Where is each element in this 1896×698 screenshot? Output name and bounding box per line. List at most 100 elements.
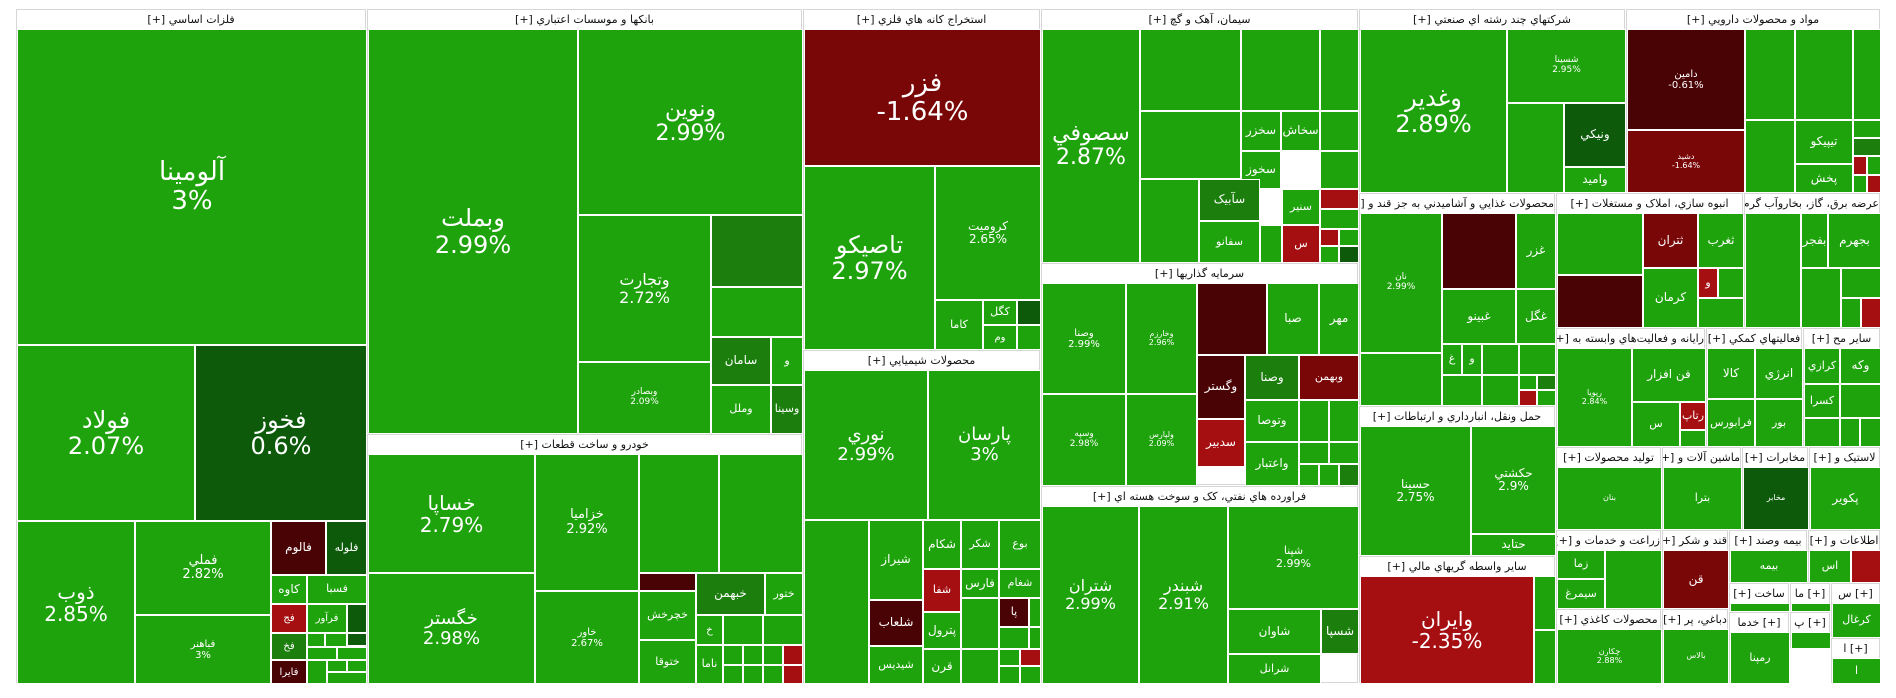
stock-tile[interactable]: شپنا 2.99% [1228,506,1359,609]
sector-header[interactable]: مخابرات [+] [1743,448,1807,467]
stock-tile[interactable]: واميد [1564,167,1626,193]
minor-stock-tile[interactable] [1557,213,1643,275]
stock-tile[interactable]: شکام [923,520,961,569]
sector-header[interactable]: توليد محصولات [+] [1557,448,1660,467]
minor-stock-tile[interactable] [1320,151,1359,189]
minor-stock-tile[interactable] [743,645,763,665]
minor-stock-tile[interactable] [1851,550,1881,583]
minor-stock-tile[interactable] [1801,268,1841,328]
minor-stock-tile[interactable] [1853,156,1867,175]
sector-header[interactable]: فلزات اساسي [+] [17,10,365,29]
minor-stock-tile[interactable] [347,604,367,633]
stock-tile[interactable]: کسرا [1804,384,1840,418]
minor-stock-tile[interactable] [1519,375,1537,390]
minor-stock-tile[interactable] [763,665,783,684]
stock-tile[interactable]: بيمه [1730,550,1808,583]
minor-stock-tile[interactable] [337,647,367,660]
sector-header[interactable]: [+] س [1832,584,1879,603]
stock-tile[interactable]: پ [1791,632,1831,649]
minor-stock-tile[interactable] [999,649,1020,666]
stock-tile[interactable]: فخ [271,633,307,660]
minor-stock-tile[interactable] [1029,598,1041,627]
stock-tile[interactable]: فالوم [271,521,326,575]
stock-tile[interactable]: شسينا 2.95% [1507,29,1626,103]
sector-header[interactable]: انبوه سازي، املاک و مستغلات [+] [1557,194,1742,213]
minor-stock-tile[interactable] [1320,246,1339,263]
minor-stock-tile[interactable] [1320,111,1359,151]
minor-stock-tile[interactable] [1320,189,1359,209]
stock-tile[interactable]: مخابر [1743,467,1809,530]
minor-stock-tile[interactable] [1840,418,1860,447]
stock-tile[interactable]: اس [1809,550,1851,583]
stock-tile[interactable]: خچرخش [639,591,696,640]
minor-stock-tile[interactable] [999,627,1029,649]
stock-tile[interactable]: سامان [711,337,771,385]
minor-stock-tile[interactable] [723,645,743,665]
minor-stock-tile[interactable] [1860,418,1881,447]
minor-stock-tile[interactable] [1360,353,1442,406]
stock-tile[interactable]: رپويا 2.84% [1557,348,1632,447]
minor-stock-tile[interactable] [1140,111,1241,179]
stock-tile[interactable]: ذوب 2.85% [17,521,135,684]
sector-header[interactable]: [+] پ [1791,613,1829,632]
sector-header[interactable]: ساير مح [+] [1804,329,1879,348]
minor-stock-tile[interactable] [1319,464,1339,486]
stock-tile[interactable]: کرازي [1804,348,1840,384]
minor-stock-tile[interactable] [1537,375,1556,390]
stock-tile[interactable]: فولاد 2.07% [17,345,195,521]
stock-tile[interactable]: سنير [1282,189,1320,225]
stock-tile[interactable]: وخارزم 2.96% [1126,283,1197,394]
minor-stock-tile[interactable] [1853,29,1881,120]
stock-tile[interactable]: شاوان [1228,609,1321,654]
minor-stock-tile[interactable] [1605,550,1662,609]
stock-tile[interactable]: بجهرم [1828,213,1881,268]
stock-tile[interactable]: قرن [923,649,961,684]
sector-header[interactable]: سرمايه گذاريها [+] [1042,264,1357,283]
stock-tile[interactable]: وملل [711,385,771,434]
stock-tile[interactable]: کروميت 2.65% [935,166,1041,300]
stock-tile[interactable]: تيپيکو [1795,120,1853,164]
stock-tile[interactable]: انرژي [1755,348,1803,399]
minor-stock-tile[interactable] [1853,138,1881,156]
stock-tile[interactable]: وصنا 2.99% [1042,283,1126,394]
minor-stock-tile[interactable] [1017,300,1041,325]
minor-stock-tile[interactable] [1537,390,1556,406]
minor-stock-tile[interactable] [327,660,347,672]
stock-tile[interactable]: فارس [961,569,999,598]
sector-header[interactable]: قند و شکر [+] [1663,531,1727,550]
minor-stock-tile[interactable] [723,615,763,645]
minor-stock-tile[interactable] [1140,29,1241,111]
stock-tile[interactable]: ساخت [1730,603,1790,612]
stock-tile[interactable]: شلعاب [869,600,923,646]
sector-header[interactable]: ساخت [+] [1730,584,1788,603]
minor-stock-tile[interactable] [1320,209,1359,229]
stock-tile[interactable]: ونوين 2.99% [578,29,803,215]
minor-stock-tile[interactable] [325,633,347,647]
minor-stock-tile[interactable] [961,598,999,649]
sector-header[interactable]: زراعت و خدمات و [+] [1557,531,1660,550]
stock-tile[interactable]: بالاس [1663,629,1729,684]
stock-tile[interactable]: کگل [983,300,1017,325]
stock-tile[interactable]: سفانو [1199,221,1260,263]
stock-tile[interactable]: سصوفي 2.87% [1042,29,1140,263]
minor-stock-tile[interactable] [1853,120,1881,138]
stock-tile[interactable]: وبملت 2.99% [368,29,578,434]
stock-tile[interactable]: سخاش [1281,111,1320,151]
stock-tile[interactable]: فج [271,604,307,633]
minor-stock-tile[interactable] [1718,268,1744,298]
stock-tile[interactable]: سدبير [1197,419,1245,467]
minor-stock-tile[interactable] [1442,213,1516,289]
minor-stock-tile[interactable] [307,660,327,684]
minor-stock-tile[interactable] [1557,275,1643,328]
sector-header[interactable]: بيمه وصند [+] [1730,531,1806,550]
stock-tile[interactable]: حتايد [1471,534,1556,556]
minor-stock-tile[interactable] [1339,464,1359,486]
minor-stock-tile[interactable] [783,645,803,665]
minor-stock-tile[interactable] [743,665,763,684]
minor-stock-tile[interactable] [1507,103,1564,193]
minor-stock-tile[interactable] [1320,29,1359,111]
minor-stock-tile[interactable] [1260,225,1282,263]
stock-tile[interactable]: و [1698,268,1718,298]
minor-stock-tile[interactable] [1867,156,1881,175]
stock-tile[interactable]: وکه [1840,348,1881,384]
